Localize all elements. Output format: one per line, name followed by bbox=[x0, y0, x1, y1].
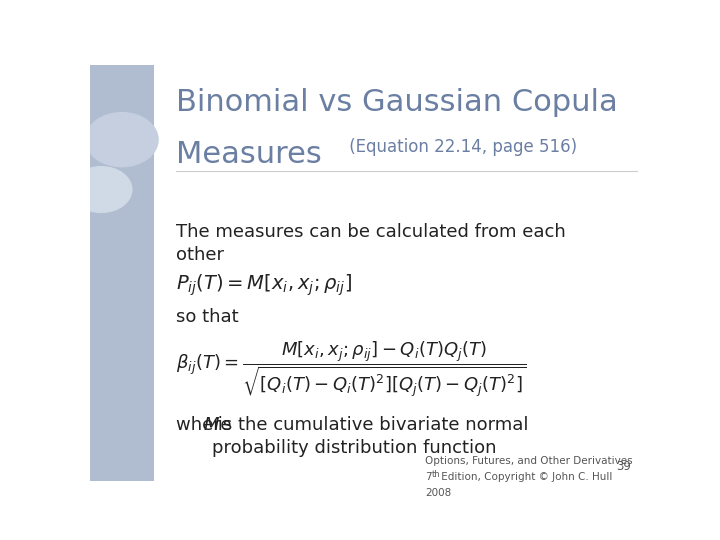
Text: $\beta_{ij}(T) = \dfrac{M[x_i, x_j; \rho_{ij}] - Q_i(T)Q_j(T)}{\sqrt{[Q_i(T) - Q: $\beta_{ij}(T) = \dfrac{M[x_i, x_j; \rho… bbox=[176, 339, 527, 399]
Text: (Equation 22.14, page 516): (Equation 22.14, page 516) bbox=[344, 138, 577, 156]
Circle shape bbox=[71, 167, 132, 212]
Circle shape bbox=[86, 113, 158, 167]
Text: Edition, Copyright © John C. Hull: Edition, Copyright © John C. Hull bbox=[438, 472, 613, 482]
Text: Options, Futures, and Other Derivatives: Options, Futures, and Other Derivatives bbox=[425, 456, 632, 467]
Text: is the cumulative bivariate normal
probability distribution function: is the cumulative bivariate normal proba… bbox=[212, 416, 528, 457]
FancyBboxPatch shape bbox=[90, 65, 154, 481]
Text: so that: so that bbox=[176, 308, 239, 326]
Text: 39: 39 bbox=[616, 460, 631, 473]
Text: 2008: 2008 bbox=[425, 488, 451, 498]
Text: 7: 7 bbox=[425, 472, 431, 482]
Text: M: M bbox=[203, 416, 219, 434]
Text: The measures can be calculated from each
other: The measures can be calculated from each… bbox=[176, 223, 566, 264]
Text: $P_{ij}(T) = M[x_i, x_j; \rho_{ij}]$: $P_{ij}(T) = M[x_i, x_j; \rho_{ij}]$ bbox=[176, 273, 352, 298]
Text: where: where bbox=[176, 416, 238, 434]
Text: Measures: Measures bbox=[176, 140, 323, 168]
Text: Binomial vs Gaussian Copula: Binomial vs Gaussian Copula bbox=[176, 87, 618, 117]
Text: th: th bbox=[431, 470, 440, 479]
